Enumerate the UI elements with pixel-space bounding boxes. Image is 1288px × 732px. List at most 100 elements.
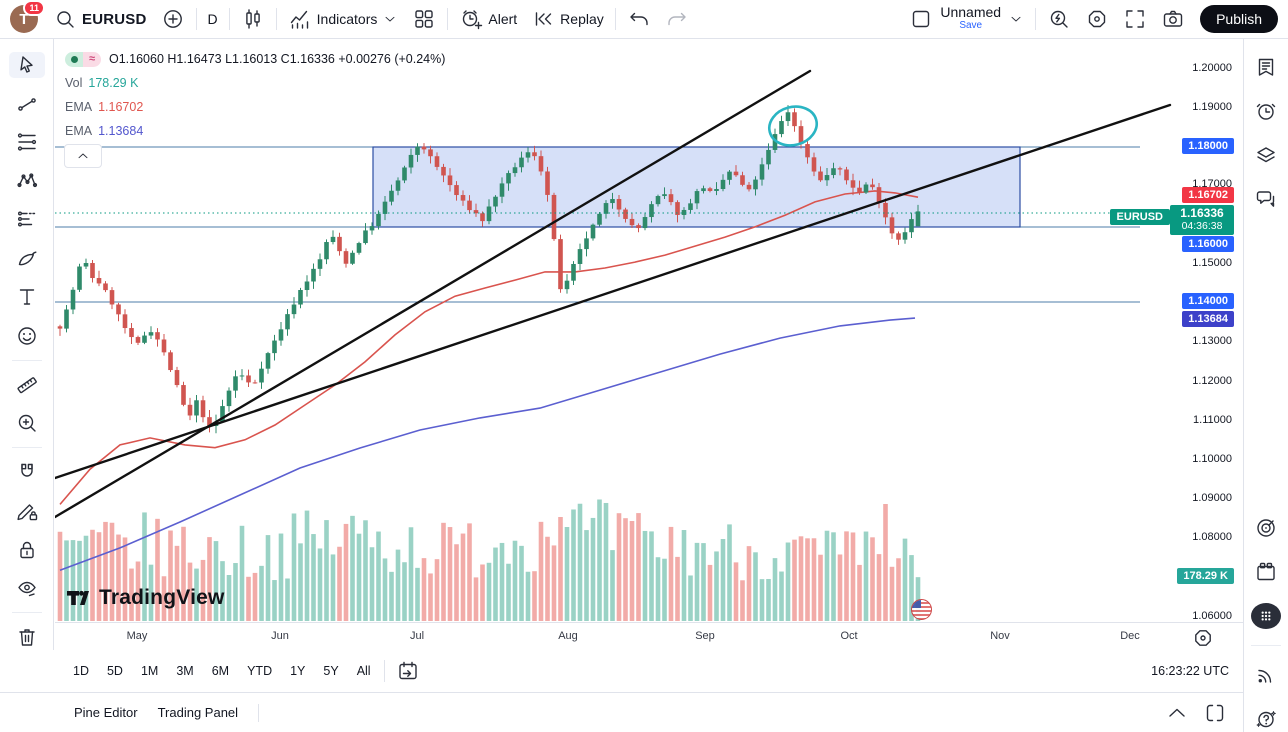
screener-button[interactable] (1251, 515, 1281, 541)
chart-legend: ≈ O1.16060 H1.16473 L1.16013 C1.16336 +0… (65, 50, 445, 146)
symbol-search-button[interactable]: EURUSD (46, 4, 154, 34)
price-tick: 1.06000 (1192, 610, 1232, 622)
interval-label: D (207, 11, 218, 27)
topbar-left-group: T 11 EURUSD D Indicators (0, 0, 696, 34)
text-tool[interactable] (9, 284, 45, 310)
range-1m[interactable]: 1M (140, 664, 159, 678)
toolbar-divider (11, 447, 42, 449)
calendar-button[interactable] (1251, 559, 1281, 585)
quick-search-button[interactable] (1040, 4, 1078, 34)
user-avatar[interactable]: T 11 (10, 0, 45, 33)
magnet-tool[interactable] (9, 459, 45, 485)
layers-icon (1254, 143, 1278, 167)
alerts-button[interactable] (1251, 98, 1281, 124)
drawing-mode-tool[interactable] (9, 498, 45, 524)
range-buttons: 1D 5D 1M 3M 6M YTD 1Y 5Y All (64, 659, 380, 683)
range-3m[interactable]: 3M (176, 664, 194, 678)
settings-button[interactable] (1078, 4, 1116, 34)
panel-controls (1165, 701, 1227, 725)
separator (447, 8, 449, 30)
brush-tool[interactable] (9, 246, 45, 272)
legend-ema-slow-row[interactable]: EMA 1.13684 (65, 122, 445, 140)
legend-ema-fast-row[interactable]: EMA 1.16702 (65, 98, 445, 116)
price-tick: 1.09000 (1192, 492, 1232, 504)
compare-add-button[interactable] (154, 4, 192, 34)
redo-icon (665, 7, 689, 31)
lock-drawings-tool[interactable] (9, 537, 45, 563)
goto-date-button[interactable] (389, 656, 427, 686)
tradingview-logo-icon (65, 586, 91, 610)
time-axis[interactable]: May Jun Jul Aug Sep Oct Nov Dec (55, 622, 1243, 651)
remove-drawings-tool[interactable] (9, 624, 45, 650)
chart-style-button[interactable] (234, 4, 272, 34)
fullscreen-button[interactable] (1116, 4, 1154, 34)
camera-icon (1161, 7, 1185, 31)
emoji-tool[interactable] (9, 323, 45, 349)
alarm-icon (1254, 99, 1278, 123)
ideas-stream-button[interactable] (1251, 662, 1281, 688)
range-ytd[interactable]: YTD (247, 664, 273, 678)
range-5d[interactable]: 5D (106, 664, 123, 678)
measure-tool[interactable] (9, 372, 45, 398)
ema-label: EMA (65, 100, 93, 114)
expand-panel-chevron-icon[interactable] (1165, 701, 1189, 725)
snapshot-button[interactable] (1154, 4, 1192, 34)
apps-button[interactable] (1251, 603, 1281, 629)
zoom-in-tool[interactable] (9, 411, 45, 437)
indicators-button[interactable]: Indicators (281, 4, 406, 34)
plus-circle-icon (161, 7, 185, 31)
redo-button[interactable] (658, 4, 696, 34)
candlestick-chart[interactable] (55, 38, 1243, 622)
layout-name: Unnamed Save (940, 4, 1002, 32)
range-1d[interactable]: 1D (73, 664, 89, 678)
undo-button[interactable] (620, 4, 658, 34)
pattern-tool[interactable] (9, 168, 45, 194)
chats-button[interactable] (1251, 186, 1281, 212)
legend-ohlc-row[interactable]: ≈ O1.16060 H1.16473 L1.16013 C1.16336 +0… (65, 50, 445, 68)
xabcd-icon (15, 169, 39, 193)
help-button[interactable] (1251, 706, 1281, 732)
cursor-tool[interactable] (8, 52, 45, 78)
last-price-value: 1.16336 (1180, 206, 1224, 220)
save-label[interactable]: Save (959, 20, 983, 31)
maximize-panel-icon[interactable] (1203, 701, 1227, 725)
object-tree-button[interactable] (1251, 142, 1281, 168)
ema-slow-value: 1.13684 (98, 124, 144, 138)
publish-button[interactable]: Publish (1200, 5, 1278, 33)
trend-line-tool[interactable] (9, 91, 45, 117)
hide-drawings-tool[interactable] (9, 576, 45, 602)
tradingview-watermark[interactable]: TradingView (65, 586, 225, 610)
source-pill-icon: ≈ (65, 51, 101, 67)
range-all[interactable]: All (356, 664, 371, 678)
chart-pane[interactable]: ≈ O1.16060 H1.16473 L1.16013 C1.16336 +0… (55, 38, 1243, 622)
separator (195, 8, 197, 30)
fib-retracement-tool[interactable] (9, 129, 45, 155)
forecast-icon (15, 208, 39, 232)
replay-button[interactable]: Replay (524, 4, 611, 34)
interval-button[interactable]: D (201, 4, 225, 34)
axis-settings-gear-icon[interactable] (1191, 626, 1215, 650)
layout-title: Unnamed (940, 4, 1002, 20)
last-price-label: 1.16336 04:36:38 (1170, 205, 1234, 235)
layout-button[interactable]: Unnamed Save (902, 4, 1031, 34)
tab-pine-editor[interactable]: Pine Editor (74, 705, 138, 720)
indicator-templates-button[interactable] (405, 4, 443, 34)
clock-utc[interactable]: 16:23:22 UTC (1151, 664, 1229, 678)
legend-collapse-button[interactable] (64, 144, 102, 168)
alert-button[interactable]: Alert (452, 4, 524, 34)
watchlist-button[interactable] (1251, 54, 1281, 80)
month-label: Jun (271, 630, 289, 642)
tab-trading-panel[interactable]: Trading Panel (157, 705, 239, 720)
separator (228, 8, 230, 30)
legend-volume-row[interactable]: Vol 178.29 K (65, 74, 445, 92)
forecast-tool[interactable] (9, 207, 45, 233)
range-5y[interactable]: 5Y (323, 664, 339, 678)
undo-icon (627, 7, 651, 31)
help-icon (1254, 707, 1278, 731)
price-tick: 1.13000 (1192, 335, 1232, 347)
separator (275, 8, 277, 30)
range-6m[interactable]: 6M (211, 664, 230, 678)
range-1y[interactable]: 1Y (290, 664, 306, 678)
volume-axis-label: 178.29 K (1177, 568, 1234, 584)
trend-line-icon (15, 92, 39, 116)
